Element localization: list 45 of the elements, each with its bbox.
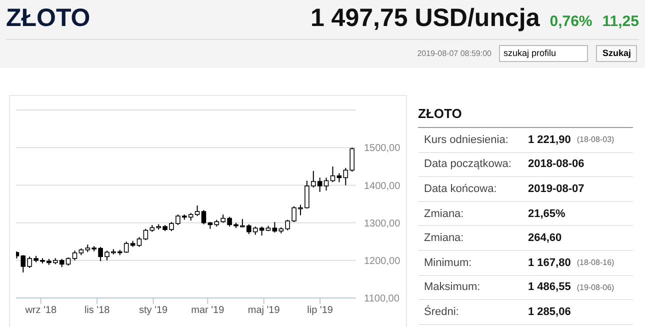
x-tick-label: sty '19 <box>138 305 168 316</box>
text: (19-08-06) <box>576 282 614 292</box>
candlestick <box>259 226 264 236</box>
candlestick <box>201 210 206 225</box>
text: Data początkowa: <box>424 158 512 170</box>
candlestick <box>330 166 336 183</box>
search-button: Szukaj <box>596 45 637 62</box>
x-tick-label: maj '19 <box>248 305 280 316</box>
x-tick-label: lis '18 <box>84 305 110 316</box>
text: Kurs odniesienia: <box>424 134 508 146</box>
x-tick-label: mar '19 <box>191 305 225 316</box>
text: 1 221,90 <box>528 134 571 146</box>
text: Średni: <box>424 306 459 318</box>
text: 11,25 <box>602 13 639 30</box>
y-tick-label: 1300,00 <box>364 218 401 230</box>
text: 1 497,75 USD/uncja <box>310 4 540 33</box>
text: 0,76% <box>550 13 592 30</box>
text: 2019-08-07 08:59:00 <box>417 49 492 58</box>
y-tick-label: 1100,00 <box>364 294 400 305</box>
y-tick-label: 1200,00 <box>364 256 401 267</box>
y-tick-label: 1500,00 <box>364 143 401 154</box>
candlestick <box>72 250 78 261</box>
chart-title: ZŁOTO <box>6 4 90 33</box>
text: Zmiana: <box>424 232 464 244</box>
text: Zmiana: <box>424 208 464 220</box>
text: 1 285,06 <box>528 306 571 318</box>
text: (18-08-03) <box>576 135 614 144</box>
search-field: szukaj profilu <box>499 45 588 62</box>
text: Data końcowa: <box>424 182 497 195</box>
text: 1 167,80 <box>528 256 571 269</box>
text: 2018-08-06 <box>528 158 584 170</box>
text: Minimum: <box>424 256 472 269</box>
x-tick-label: lip '19 <box>307 305 334 316</box>
candlestick <box>194 205 200 217</box>
text: 2019-08-07 <box>528 182 584 195</box>
text: ZŁOTO <box>418 100 633 128</box>
text: Maksimum: <box>424 281 480 294</box>
text: 1 486,55 <box>528 281 571 294</box>
text: (18-08-16) <box>576 258 614 268</box>
candlestick <box>324 177 329 191</box>
text: 21,65% <box>528 208 566 220</box>
y-tick-label: 1400,00 <box>364 180 401 192</box>
candlestick <box>136 236 142 248</box>
text: 264,60 <box>528 232 562 244</box>
x-tick-label: wrz '18 <box>24 305 57 316</box>
